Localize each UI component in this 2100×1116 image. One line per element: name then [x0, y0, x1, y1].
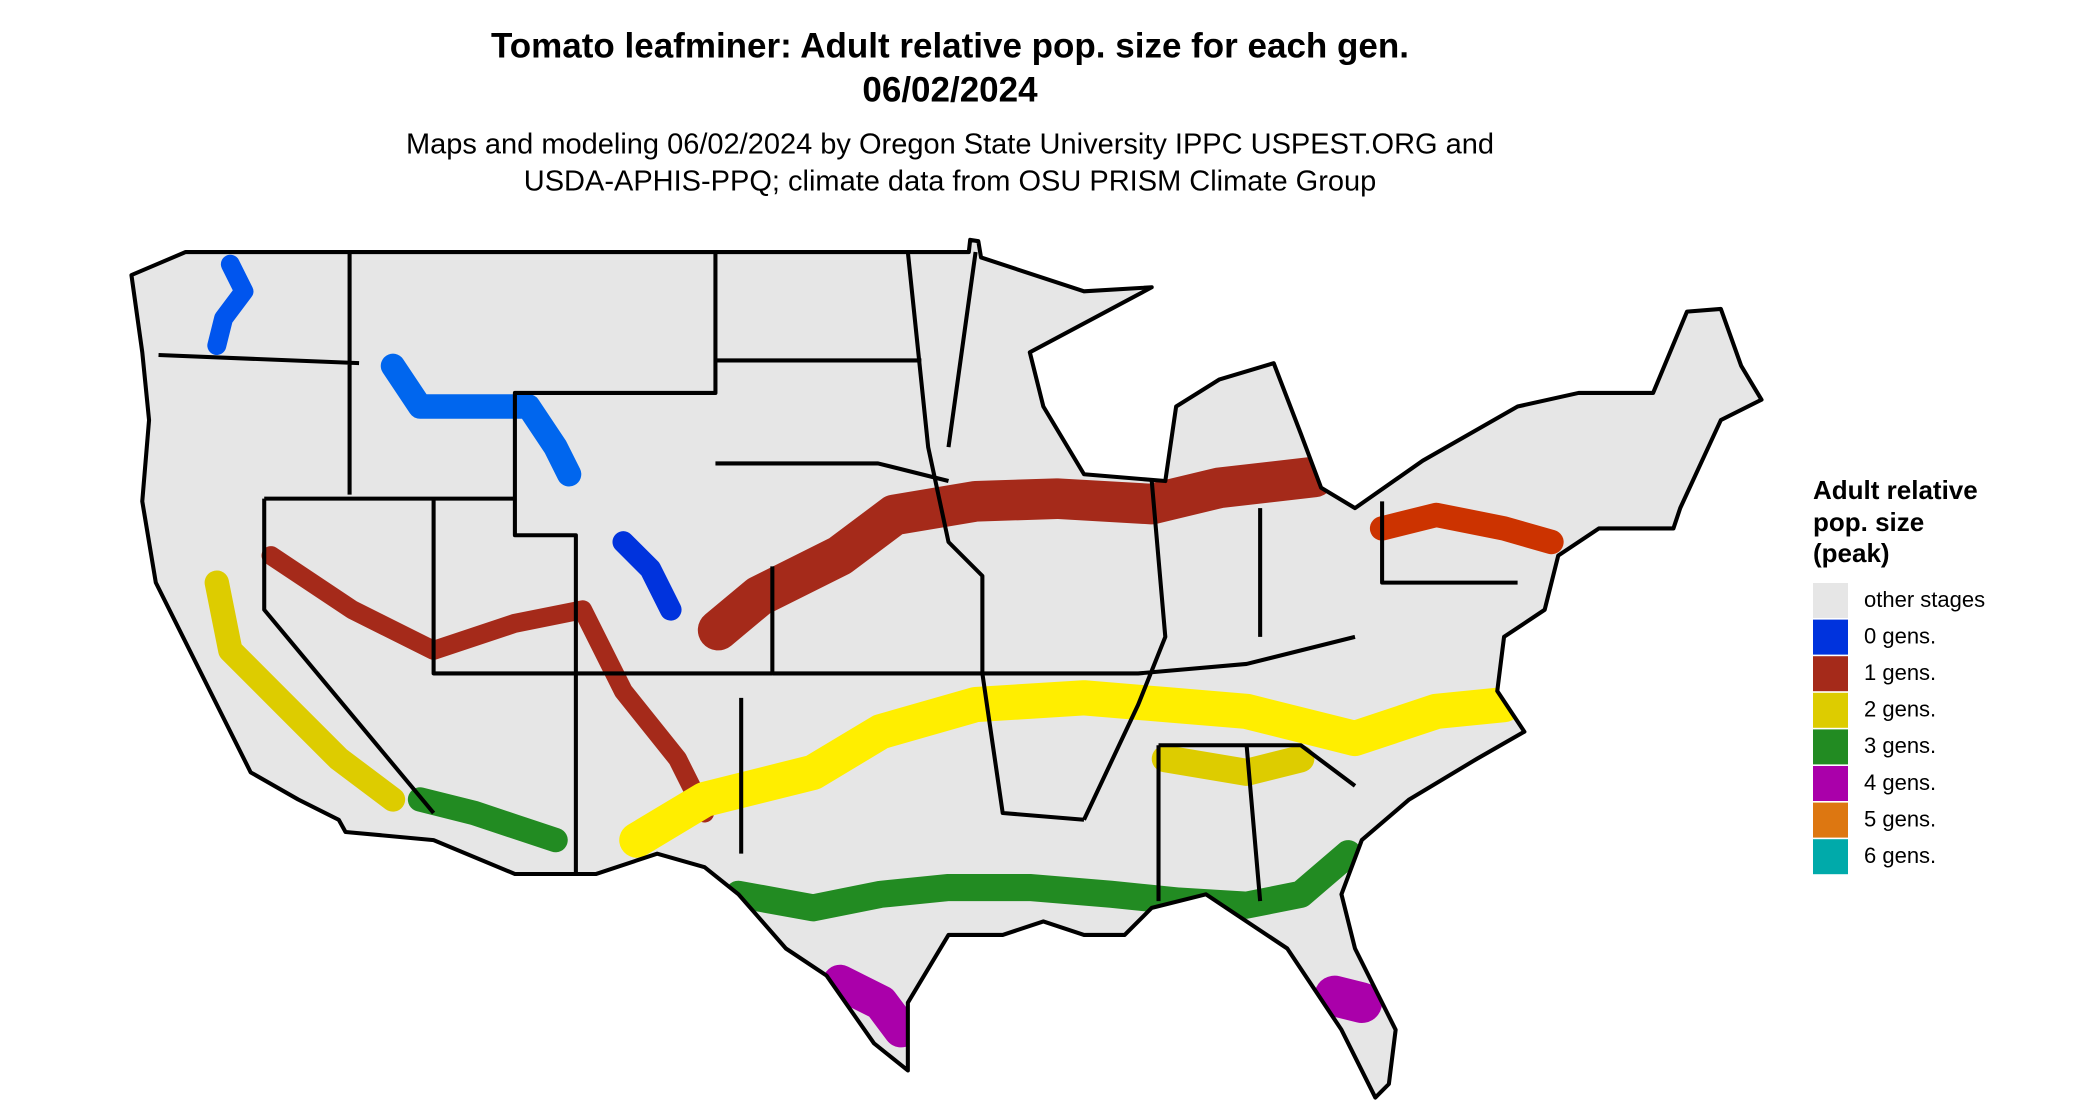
zone-1gen	[261, 546, 715, 823]
legend-swatch	[1813, 802, 1848, 838]
legend-label: 6 gens.	[1864, 843, 1936, 868]
legend-label: 3 gens.	[1864, 733, 1936, 758]
zone-3gen	[724, 840, 1362, 922]
zone-4gen	[822, 964, 919, 1048]
legend: Adult relative pop. size (peak) other st…	[1813, 475, 1985, 875]
legend-swatch	[1813, 583, 1848, 618]
land	[131, 239, 1762, 1098]
legend-label: other stages	[1864, 587, 1985, 612]
subtitle: Maps and modeling 06/02/2024 by Oregon S…	[406, 129, 1494, 161]
legend-label: 0 gens.	[1864, 623, 1936, 648]
state-borders	[131, 240, 1761, 1098]
legend-label: 4 gens.	[1864, 770, 1936, 795]
zone-2gen	[1151, 745, 1315, 786]
zone-1gen	[697, 456, 1335, 651]
title: Tomato leafminer: Adult relative pop. si…	[491, 26, 1409, 65]
legend-swatch	[1813, 619, 1848, 655]
zones	[204, 254, 1564, 1048]
legend-swatch	[1813, 766, 1848, 801]
zone-2gen	[204, 570, 406, 812]
legend-title: Adult relative	[1813, 475, 1978, 505]
legend-swatch	[1813, 656, 1848, 692]
map	[131, 240, 1761, 1098]
zone-0gen	[612, 531, 682, 621]
title-date: 06/02/2024	[862, 70, 1038, 109]
legend-title: pop. size	[1813, 507, 1924, 537]
legend-label: 5 gens.	[1864, 806, 1936, 831]
zone-2gen	[619, 680, 1522, 858]
zone-3gen	[407, 787, 568, 853]
zone-0gen	[207, 254, 254, 356]
zone-4gen	[1314, 975, 1383, 1024]
legend-label: 1 gens.	[1864, 660, 1936, 685]
legend-swatch	[1813, 839, 1848, 875]
legend-label: 2 gens.	[1864, 697, 1936, 722]
legend-swatch	[1813, 692, 1848, 728]
zone-1gen	[1369, 502, 1564, 555]
legend-swatch	[1813, 729, 1848, 765]
subtitle: USDA-APHIS-PPQ; climate data from OSU PR…	[524, 166, 1377, 198]
legend-title: (peak)	[1813, 538, 1890, 568]
zone-0gen	[380, 353, 582, 487]
